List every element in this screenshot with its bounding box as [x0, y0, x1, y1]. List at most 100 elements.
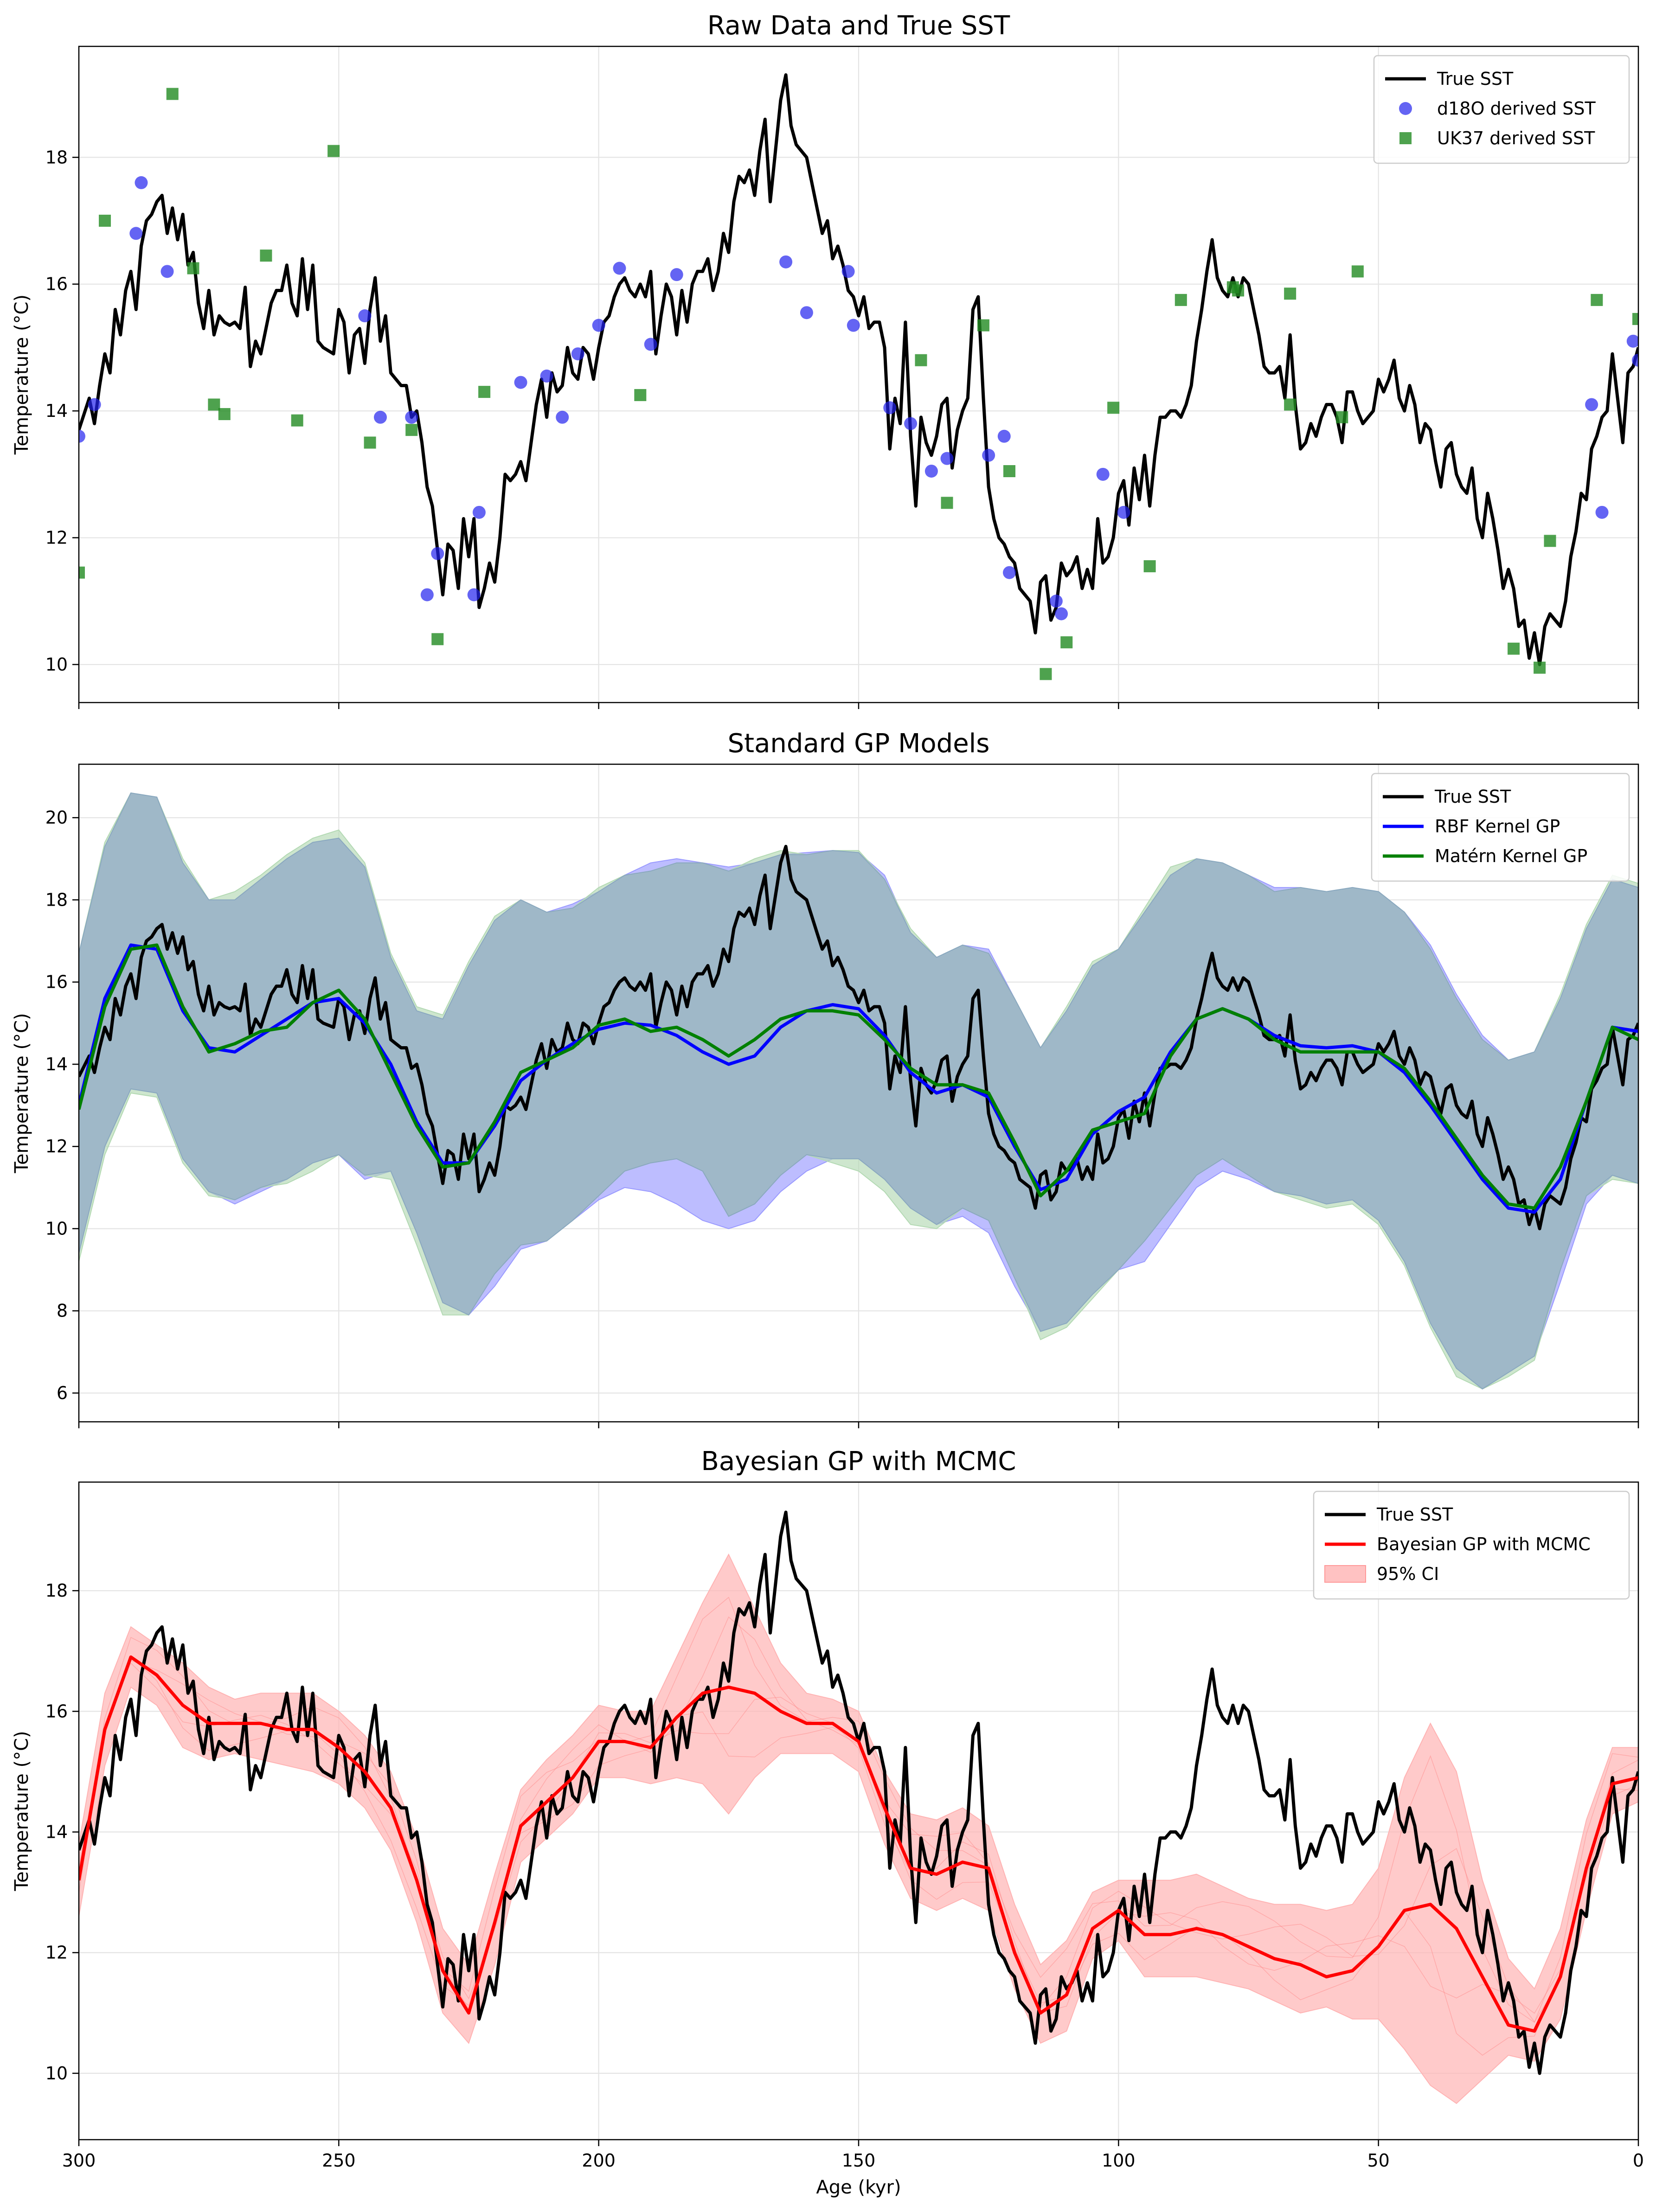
d18o-point: [514, 376, 527, 389]
uk37-point: [977, 319, 989, 332]
d18o-point: [420, 588, 434, 601]
d18o-point: [135, 176, 148, 189]
uk37-point: [1284, 398, 1297, 411]
d18o-point: [431, 547, 444, 560]
d18o-point: [405, 410, 418, 424]
uk37-point: [1232, 284, 1245, 297]
legend: True SST d18O derived SST UK37 derived SST: [1373, 55, 1630, 164]
legend-square-swatch: [1399, 132, 1412, 144]
y-tick-label: 12: [45, 1136, 68, 1157]
uk37-point: [166, 88, 179, 100]
panel-title: Bayesian GP with MCMC: [701, 1446, 1016, 1477]
d18o-point: [1585, 398, 1598, 411]
d18o-point: [1096, 467, 1110, 481]
uk37-point: [79, 566, 85, 579]
d18o-point: [160, 265, 174, 278]
d18o-point: [644, 338, 657, 351]
legend-label: True SST: [1437, 69, 1514, 89]
y-tick-label: 6: [57, 1383, 68, 1403]
uk37-point: [1544, 535, 1556, 547]
d18o-point: [79, 429, 85, 443]
d18o-point: [540, 369, 553, 383]
y-tick-label: 14: [45, 401, 68, 421]
y-tick-label: 18: [45, 1580, 68, 1601]
x-tick-label: 300: [62, 2150, 96, 2171]
d18o-point: [1626, 334, 1638, 348]
legend: True SST Bayesian GP with MCMC 95% CI: [1313, 1490, 1630, 1600]
d18o-point: [847, 319, 860, 332]
uk37-point: [941, 497, 953, 509]
uk37-point: [208, 398, 220, 411]
d18o-point: [1595, 505, 1609, 519]
panel-raw-data: 10 12 14 16 18 Raw Data and True SST Temperatu…: [11, 11, 1639, 709]
d18o-point: [571, 347, 584, 361]
y-axis-label: Temperature (°C): [11, 1013, 32, 1173]
d18o-point: [982, 448, 995, 462]
mean-line-2: [79, 943, 1638, 1210]
uk37-point: [1632, 313, 1638, 325]
d18o-point: [613, 262, 626, 275]
uk37-point: [1591, 294, 1603, 306]
uk37-point: [327, 145, 340, 157]
x-axis-label: Age (kyr): [816, 2177, 901, 2198]
mcmc-sample-line: [79, 1597, 1638, 2023]
legend-patch-swatch: [1324, 1565, 1366, 1583]
uk37-point: [1040, 668, 1052, 680]
legend-label: RBF Kernel GP: [1435, 816, 1560, 837]
d18o-point: [129, 227, 143, 240]
y-tick-label: 10: [45, 654, 68, 675]
legend-label: Bayesian GP with MCMC: [1377, 1534, 1591, 1554]
uk37-point: [1336, 411, 1348, 423]
y-tick-label: 16: [45, 1701, 68, 1721]
y-tick-label: 10: [45, 2063, 68, 2084]
true-sst-line: [79, 844, 1638, 1230]
uk37-point: [291, 414, 303, 427]
uk37-point: [478, 386, 491, 398]
uk37-point: [1107, 402, 1120, 414]
uk37-point: [634, 389, 647, 401]
true-sst-line: [79, 1510, 1638, 2075]
x-tick-label: 100: [1102, 2150, 1136, 2171]
y-tick-label: 10: [45, 1218, 68, 1239]
x-tick-label: 50: [1367, 2150, 1389, 2171]
d18o-point: [1049, 595, 1063, 608]
d18o-point: [997, 429, 1011, 443]
d18o-point: [779, 255, 793, 269]
panel-title: Raw Data and True SST: [707, 11, 1010, 41]
y-axis-label: Temperature (°C): [11, 294, 32, 455]
d18o-point: [904, 417, 918, 430]
d18o-point: [556, 410, 569, 424]
plot-area: [79, 792, 1638, 1390]
d18o-point: [1002, 566, 1016, 579]
uk37-point: [1508, 642, 1520, 655]
legend-box: [1313, 1490, 1630, 1600]
gridlines: [78, 46, 1639, 703]
x-tick-label: 0: [1633, 2150, 1644, 2171]
band-overlap: [79, 792, 1638, 1390]
uk37-point: [405, 424, 418, 436]
uk37-point: [1534, 661, 1546, 674]
y-tick-label: 20: [45, 807, 68, 828]
y-tick-label: 18: [45, 889, 68, 910]
d18o-point: [358, 309, 372, 323]
legend-label: True SST: [1376, 1504, 1453, 1525]
uk37-point: [1351, 265, 1364, 278]
uk37-point: [1143, 560, 1156, 573]
legend-box: [1371, 773, 1630, 882]
uk37-point: [1284, 288, 1297, 300]
legend-circle-swatch: [1399, 102, 1412, 115]
y-tick-label: 12: [45, 528, 68, 548]
y-tick-label: 14: [45, 1054, 68, 1074]
legend-label: 95% CI: [1377, 1564, 1439, 1584]
mean-line-1: [79, 1655, 1638, 2033]
y-axis-label: Temperature (°C): [11, 1731, 32, 1891]
y-tick-label: 18: [45, 147, 68, 167]
legend-label: Matérn Kernel GP: [1435, 846, 1587, 866]
legend-label: True SST: [1434, 786, 1511, 807]
y-tick-label: 14: [45, 1822, 68, 1842]
d18o-point: [883, 401, 897, 415]
legend-label: UK37 derived SST: [1437, 128, 1595, 148]
panel-title: Standard GP Models: [728, 729, 990, 759]
d18o-point: [841, 265, 855, 278]
y-tick-label: 8: [57, 1301, 68, 1321]
